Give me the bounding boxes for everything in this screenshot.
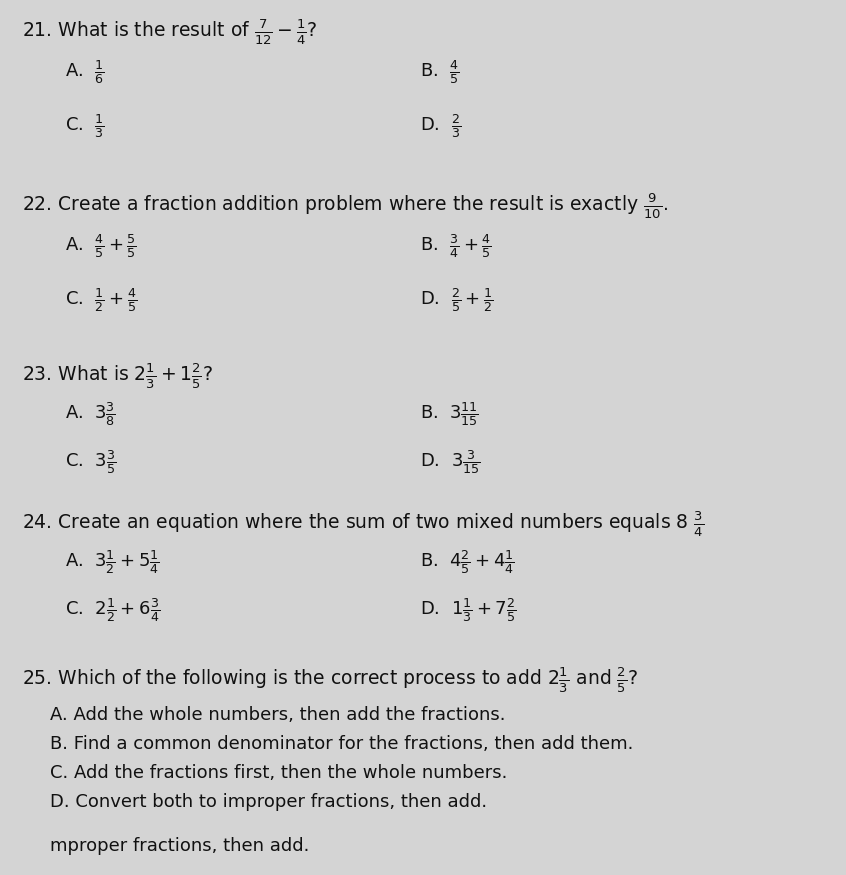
Text: C. Add the fractions first, then the whole numbers.: C. Add the fractions first, then the who… xyxy=(50,764,508,782)
Text: A.  $\frac{1}{6}$: A. $\frac{1}{6}$ xyxy=(65,58,105,86)
Text: D.  $3\frac{3}{15}$: D. $3\frac{3}{15}$ xyxy=(420,448,481,476)
Text: 23. What is $2\frac{1}{3}+ 1\frac{2}{5}$?: 23. What is $2\frac{1}{3}+ 1\frac{2}{5}$… xyxy=(22,362,213,391)
Text: C.  $3\frac{3}{5}$: C. $3\frac{3}{5}$ xyxy=(65,448,116,476)
Text: A.  $3\frac{3}{8}$: A. $3\frac{3}{8}$ xyxy=(65,400,116,428)
Text: A.  $3\frac{1}{2}+5\frac{1}{4}$: A. $3\frac{1}{2}+5\frac{1}{4}$ xyxy=(65,548,160,576)
Text: B. Find a common denominator for the fractions, then add them.: B. Find a common denominator for the fra… xyxy=(50,735,634,753)
Text: A. Add the whole numbers, then add the fractions.: A. Add the whole numbers, then add the f… xyxy=(50,706,506,724)
Text: B.  $4\frac{2}{5}+4\frac{1}{4}$: B. $4\frac{2}{5}+4\frac{1}{4}$ xyxy=(420,548,515,576)
Text: D.  $1\frac{1}{3}+7\frac{2}{5}$: D. $1\frac{1}{3}+7\frac{2}{5}$ xyxy=(420,596,516,624)
Text: B.  $3\frac{11}{15}$: B. $3\frac{11}{15}$ xyxy=(420,400,479,428)
Text: D.  $\frac{2}{3}$: D. $\frac{2}{3}$ xyxy=(420,112,461,140)
Text: mproper fractions, then add.: mproper fractions, then add. xyxy=(50,837,310,855)
Text: 24. Create an equation where the sum of two mixed numbers equals $8\ \frac{3}{4}: 24. Create an equation where the sum of … xyxy=(22,510,704,540)
Text: D.  $\frac{2}{5}+\frac{1}{2}$: D. $\frac{2}{5}+\frac{1}{2}$ xyxy=(420,286,493,314)
Text: 22. Create a fraction addition problem where the result is exactly $\frac{9}{10}: 22. Create a fraction addition problem w… xyxy=(22,192,668,221)
Text: C.  $2\frac{1}{2}+6\frac{3}{4}$: C. $2\frac{1}{2}+6\frac{3}{4}$ xyxy=(65,596,160,624)
Text: C.  $\frac{1}{3}$: C. $\frac{1}{3}$ xyxy=(65,112,105,140)
Text: 21. What is the result of $\frac{7}{12} - \frac{1}{4}$?: 21. What is the result of $\frac{7}{12} … xyxy=(22,18,317,47)
Text: B.  $\frac{3}{4}+\frac{4}{5}$: B. $\frac{3}{4}+\frac{4}{5}$ xyxy=(420,232,492,260)
Text: C.  $\frac{1}{2}+\frac{4}{5}$: C. $\frac{1}{2}+\frac{4}{5}$ xyxy=(65,286,137,314)
Text: D. Convert both to improper fractions, then add.: D. Convert both to improper fractions, t… xyxy=(50,793,487,811)
Text: A.  $\frac{4}{5}+\frac{5}{5}$: A. $\frac{4}{5}+\frac{5}{5}$ xyxy=(65,232,137,260)
Text: 25. Which of the following is the correct process to add $2\frac{1}{3}$ and $\fr: 25. Which of the following is the correc… xyxy=(22,666,639,696)
Text: B.  $\frac{4}{5}$: B. $\frac{4}{5}$ xyxy=(420,58,459,86)
